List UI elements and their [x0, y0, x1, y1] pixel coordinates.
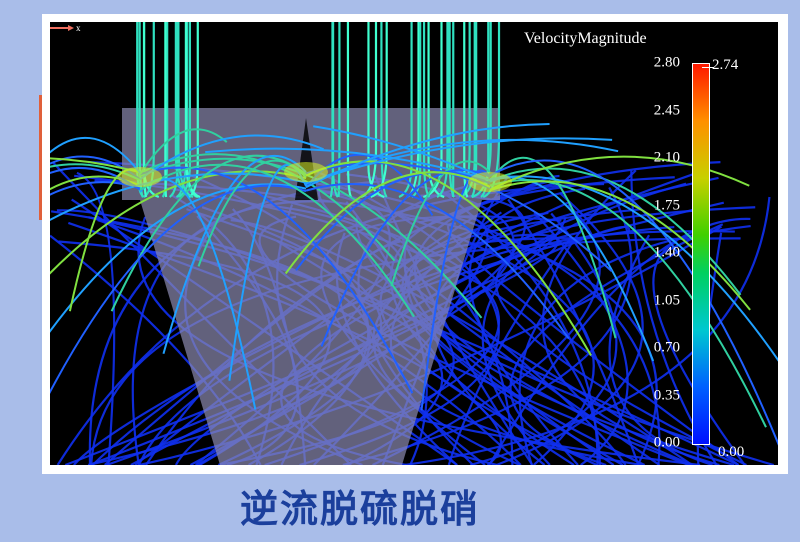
axis-triad-icon: x: [50, 23, 81, 33]
colorbar: [692, 63, 710, 445]
streamline: [342, 186, 633, 465]
streamline: [50, 172, 307, 222]
streamline: [50, 181, 141, 196]
slide-caption: 逆流脱硫脱硝: [239, 487, 480, 531]
streamline: [329, 22, 335, 198]
streamline: [50, 136, 141, 174]
streamline: [162, 154, 307, 355]
streamline: [305, 162, 613, 272]
colorbar-max-marker: [702, 67, 714, 68]
streamline: [427, 22, 445, 199]
streamline: [295, 171, 491, 271]
streamline: [50, 184, 307, 395]
streamline: [313, 125, 491, 182]
streamline: [390, 160, 491, 287]
streamline: [489, 178, 767, 428]
legend-tick: 2.45: [653, 102, 680, 118]
legend-tick: 1.40: [653, 244, 680, 261]
streamline: [489, 180, 751, 311]
absorber-cone: [140, 200, 482, 465]
streamline: [164, 22, 168, 198]
streamline: [489, 175, 778, 362]
streamline: [305, 137, 613, 185]
streamline: [509, 223, 724, 465]
colorbar-max-label: 2.74: [712, 57, 739, 73]
streamline: [50, 157, 141, 174]
streamline: [50, 175, 141, 191]
streamline: [420, 169, 491, 411]
streamline: [370, 22, 388, 199]
streamline: [489, 159, 778, 446]
legend-tick: 0.35: [653, 387, 680, 403]
colorbar-min-label: 0.00: [718, 444, 745, 460]
streamline: [463, 22, 469, 198]
streamline: [470, 212, 618, 465]
streamline: [305, 183, 570, 340]
streamline: [372, 204, 601, 465]
streamline: [50, 166, 141, 191]
streamline: [380, 22, 388, 198]
streamline: [404, 196, 771, 465]
streamline: [175, 22, 189, 198]
streamline: [284, 171, 491, 275]
streamline: [139, 166, 414, 394]
streamline: [139, 128, 228, 175]
streamline: [50, 183, 307, 333]
streamline: [305, 160, 592, 357]
streamline: [496, 192, 644, 465]
streamline: [488, 217, 751, 465]
streamline: [337, 22, 341, 198]
legend-tick: 1.75: [653, 197, 680, 213]
streamline: [489, 156, 617, 339]
high-velocity-zone: [468, 172, 512, 192]
streamline: [448, 22, 456, 198]
streamline: [447, 237, 572, 465]
streamline: [436, 22, 449, 198]
streamline: [139, 163, 415, 318]
legend-tick: 2.80: [653, 54, 680, 71]
axis-label: x: [76, 23, 81, 33]
streamline: [50, 163, 141, 182]
legend-title: VelocityMagnitude: [524, 30, 647, 47]
slide-edge-decoration: [39, 95, 43, 220]
streamline: [489, 155, 750, 191]
streamline: [481, 182, 687, 465]
legend-tick: 0.00: [653, 434, 680, 451]
velocity-streamline-visualization: VelocityMagnitude 2.80 2.45 2.10 1.75 1.40 1.…: [50, 22, 778, 465]
high-velocity-zone: [118, 167, 162, 187]
streamline: [177, 22, 192, 199]
legend-tick: 1.05: [653, 292, 680, 308]
streamline: [139, 153, 396, 262]
streamline: [139, 134, 324, 181]
legend-tick: 2.10: [653, 149, 680, 166]
high-velocity-zone: [284, 162, 328, 182]
streamline: [507, 198, 640, 465]
legend-tick: 0.70: [653, 339, 680, 356]
